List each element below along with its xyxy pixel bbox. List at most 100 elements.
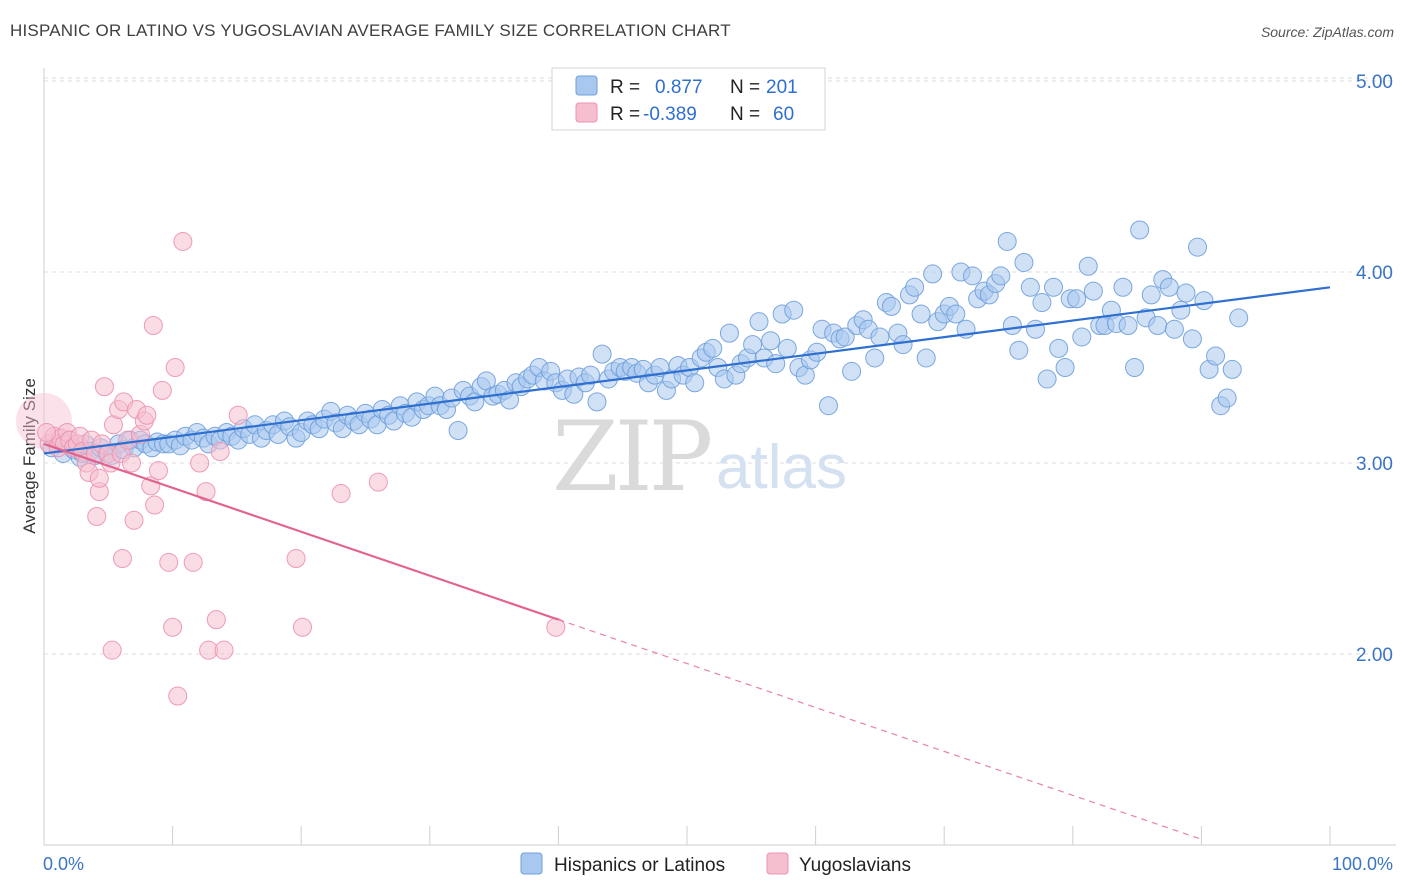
legend-n-label-hispanic: N = bbox=[730, 77, 760, 98]
hispanic-point-145 bbox=[870, 327, 890, 347]
yugoslavian-point-57 bbox=[89, 468, 109, 488]
legend-n-value-hispanic: 201 bbox=[766, 77, 798, 98]
yugoslavian-point-35 bbox=[152, 380, 172, 400]
hispanic-point-182 bbox=[1083, 281, 1103, 301]
y-tick-labels: 2.00 3.00 4.00 5.00 bbox=[1356, 72, 1393, 666]
hispanic-point-151 bbox=[905, 277, 925, 297]
yugoslavian-point-36 bbox=[143, 315, 163, 335]
legend-n-value-yugoslavian: 60 bbox=[773, 104, 794, 125]
hispanic-point-170 bbox=[1014, 252, 1034, 272]
yugoslavian-point-26 bbox=[121, 453, 141, 473]
x-tick-label-0: 0.0% bbox=[43, 854, 84, 874]
legend-box bbox=[551, 67, 826, 131]
hispanic-point-172 bbox=[1026, 319, 1046, 339]
yugoslavian-point-42 bbox=[183, 552, 203, 572]
yugoslavian-point-58 bbox=[37, 422, 57, 442]
yugoslavian-point-40 bbox=[165, 358, 185, 377]
legend-swatch-hispanic bbox=[575, 75, 598, 96]
legend-r-value-yugoslavian: -0.389 bbox=[643, 104, 697, 125]
yugoslavian-trend-line bbox=[43, 442, 559, 621]
hispanic-point-201 bbox=[1194, 291, 1214, 311]
watermark-zip: ZIP bbox=[552, 401, 711, 513]
yugoslavian-point-27 bbox=[124, 510, 144, 530]
hispanic-point-171 bbox=[1020, 277, 1040, 297]
hispanic-point-130 bbox=[784, 300, 804, 320]
legend-r-label-hispanic: R = bbox=[610, 77, 640, 98]
hispanic-point-179 bbox=[1067, 289, 1087, 309]
chart-title: HISPANIC OR LATINO VS YUGOSLAVIAN AVERAG… bbox=[10, 21, 731, 40]
yugoslavian-point-34 bbox=[148, 461, 168, 481]
yugoslavian-point-31 bbox=[137, 405, 157, 425]
hispanic-point-181 bbox=[1078, 256, 1098, 276]
hispanic-point-154 bbox=[923, 264, 943, 284]
hispanic-point-192 bbox=[1141, 285, 1161, 305]
yugoslavian-point-52 bbox=[331, 484, 351, 504]
hispanic-point-175 bbox=[1044, 277, 1064, 297]
y-tick-label-0: 2.00 bbox=[1356, 645, 1393, 666]
yugoslavian-trend-line-extrapolated bbox=[558, 619, 1202, 840]
legend-r-value-hispanic: 0.877 bbox=[655, 77, 703, 98]
hispanic-point-180 bbox=[1072, 327, 1092, 347]
hispanic-point-139 bbox=[835, 327, 855, 347]
hispanic-point-187 bbox=[1113, 277, 1133, 297]
hispanic-point-173 bbox=[1032, 293, 1052, 313]
series-legend: Hispanics or Latinos Yugoslavians bbox=[520, 852, 911, 876]
hispanic-point-95 bbox=[581, 365, 601, 385]
hispanic-point-81 bbox=[500, 390, 520, 410]
y-axis-title: Average Family Size bbox=[20, 378, 39, 534]
watermark-atlas: atlas bbox=[716, 433, 847, 502]
hispanic-point-116 bbox=[703, 338, 723, 358]
hispanic-point-166 bbox=[991, 266, 1011, 286]
hispanic-point-126 bbox=[761, 331, 781, 351]
y-tick-label-1: 3.00 bbox=[1356, 454, 1393, 475]
trend-lines bbox=[43, 286, 1331, 840]
yugoslavian-point-39 bbox=[168, 686, 188, 706]
yugoslavian-point-46 bbox=[206, 610, 226, 630]
x-tick-labels: 0.0% 100.0% bbox=[43, 854, 1393, 874]
yugoslavian-point-44 bbox=[196, 482, 216, 502]
hispanic-point-136 bbox=[818, 396, 838, 416]
hispanic-point-176 bbox=[1049, 338, 1069, 358]
legend-n-label-yugoslavian: N = bbox=[730, 104, 760, 125]
hispanic-point-200 bbox=[1188, 237, 1208, 257]
yugoslavian-point-38 bbox=[163, 617, 183, 637]
hispanic-point-196 bbox=[1164, 319, 1184, 339]
hispanic-point-140 bbox=[842, 361, 862, 381]
hispanic-point-124 bbox=[749, 312, 769, 332]
hispanic-point-206 bbox=[1222, 359, 1242, 379]
hispanic-point-72 bbox=[448, 421, 468, 441]
hispanic-point-207 bbox=[1229, 308, 1249, 328]
hispanic-point-161 bbox=[962, 266, 982, 286]
hispanic-point-177 bbox=[1055, 358, 1075, 377]
bottom-legend-swatch-yugoslavian bbox=[766, 852, 789, 875]
yugoslavian-point-53 bbox=[368, 472, 388, 492]
hispanic-point-167 bbox=[997, 231, 1017, 251]
hispanic-trend-line bbox=[43, 286, 1331, 455]
axes bbox=[43, 68, 1396, 846]
hispanic-point-198 bbox=[1176, 283, 1196, 303]
hispanic-point-195 bbox=[1159, 277, 1179, 297]
yugoslavian-point-43 bbox=[190, 453, 210, 473]
hispanic-point-113 bbox=[685, 373, 705, 393]
hispanic-point-197 bbox=[1171, 300, 1191, 320]
hispanic-point-168 bbox=[1002, 315, 1022, 335]
bottom-legend-swatch-hispanic bbox=[520, 852, 543, 875]
hispanic-point-190 bbox=[1130, 220, 1150, 240]
y-tick-label-3: 5.00 bbox=[1356, 72, 1393, 93]
hispanic-point-174 bbox=[1037, 369, 1057, 389]
y-tick-label-2: 4.00 bbox=[1356, 263, 1393, 284]
x-tick-label-1: 100.0% bbox=[1332, 854, 1393, 874]
hispanic-point-203 bbox=[1206, 346, 1226, 366]
yugoslavian-point-56 bbox=[112, 549, 132, 568]
yugoslavian-point-49 bbox=[228, 405, 248, 425]
bottom-legend-label-hispanic: Hispanics or Latinos bbox=[554, 855, 725, 876]
watermark: ZIP atlas bbox=[552, 401, 847, 513]
yugoslavian-point-41 bbox=[173, 231, 193, 251]
hispanic-point-149 bbox=[893, 335, 913, 355]
hispanic-point-153 bbox=[916, 348, 936, 368]
hispanic-point-144 bbox=[865, 348, 885, 368]
chart-source: Source: ZipAtlas.com bbox=[1260, 24, 1394, 40]
bottom-legend-label-yugoslavian: Yugoslavians bbox=[799, 855, 911, 876]
yugoslavian-point-47 bbox=[210, 442, 230, 462]
